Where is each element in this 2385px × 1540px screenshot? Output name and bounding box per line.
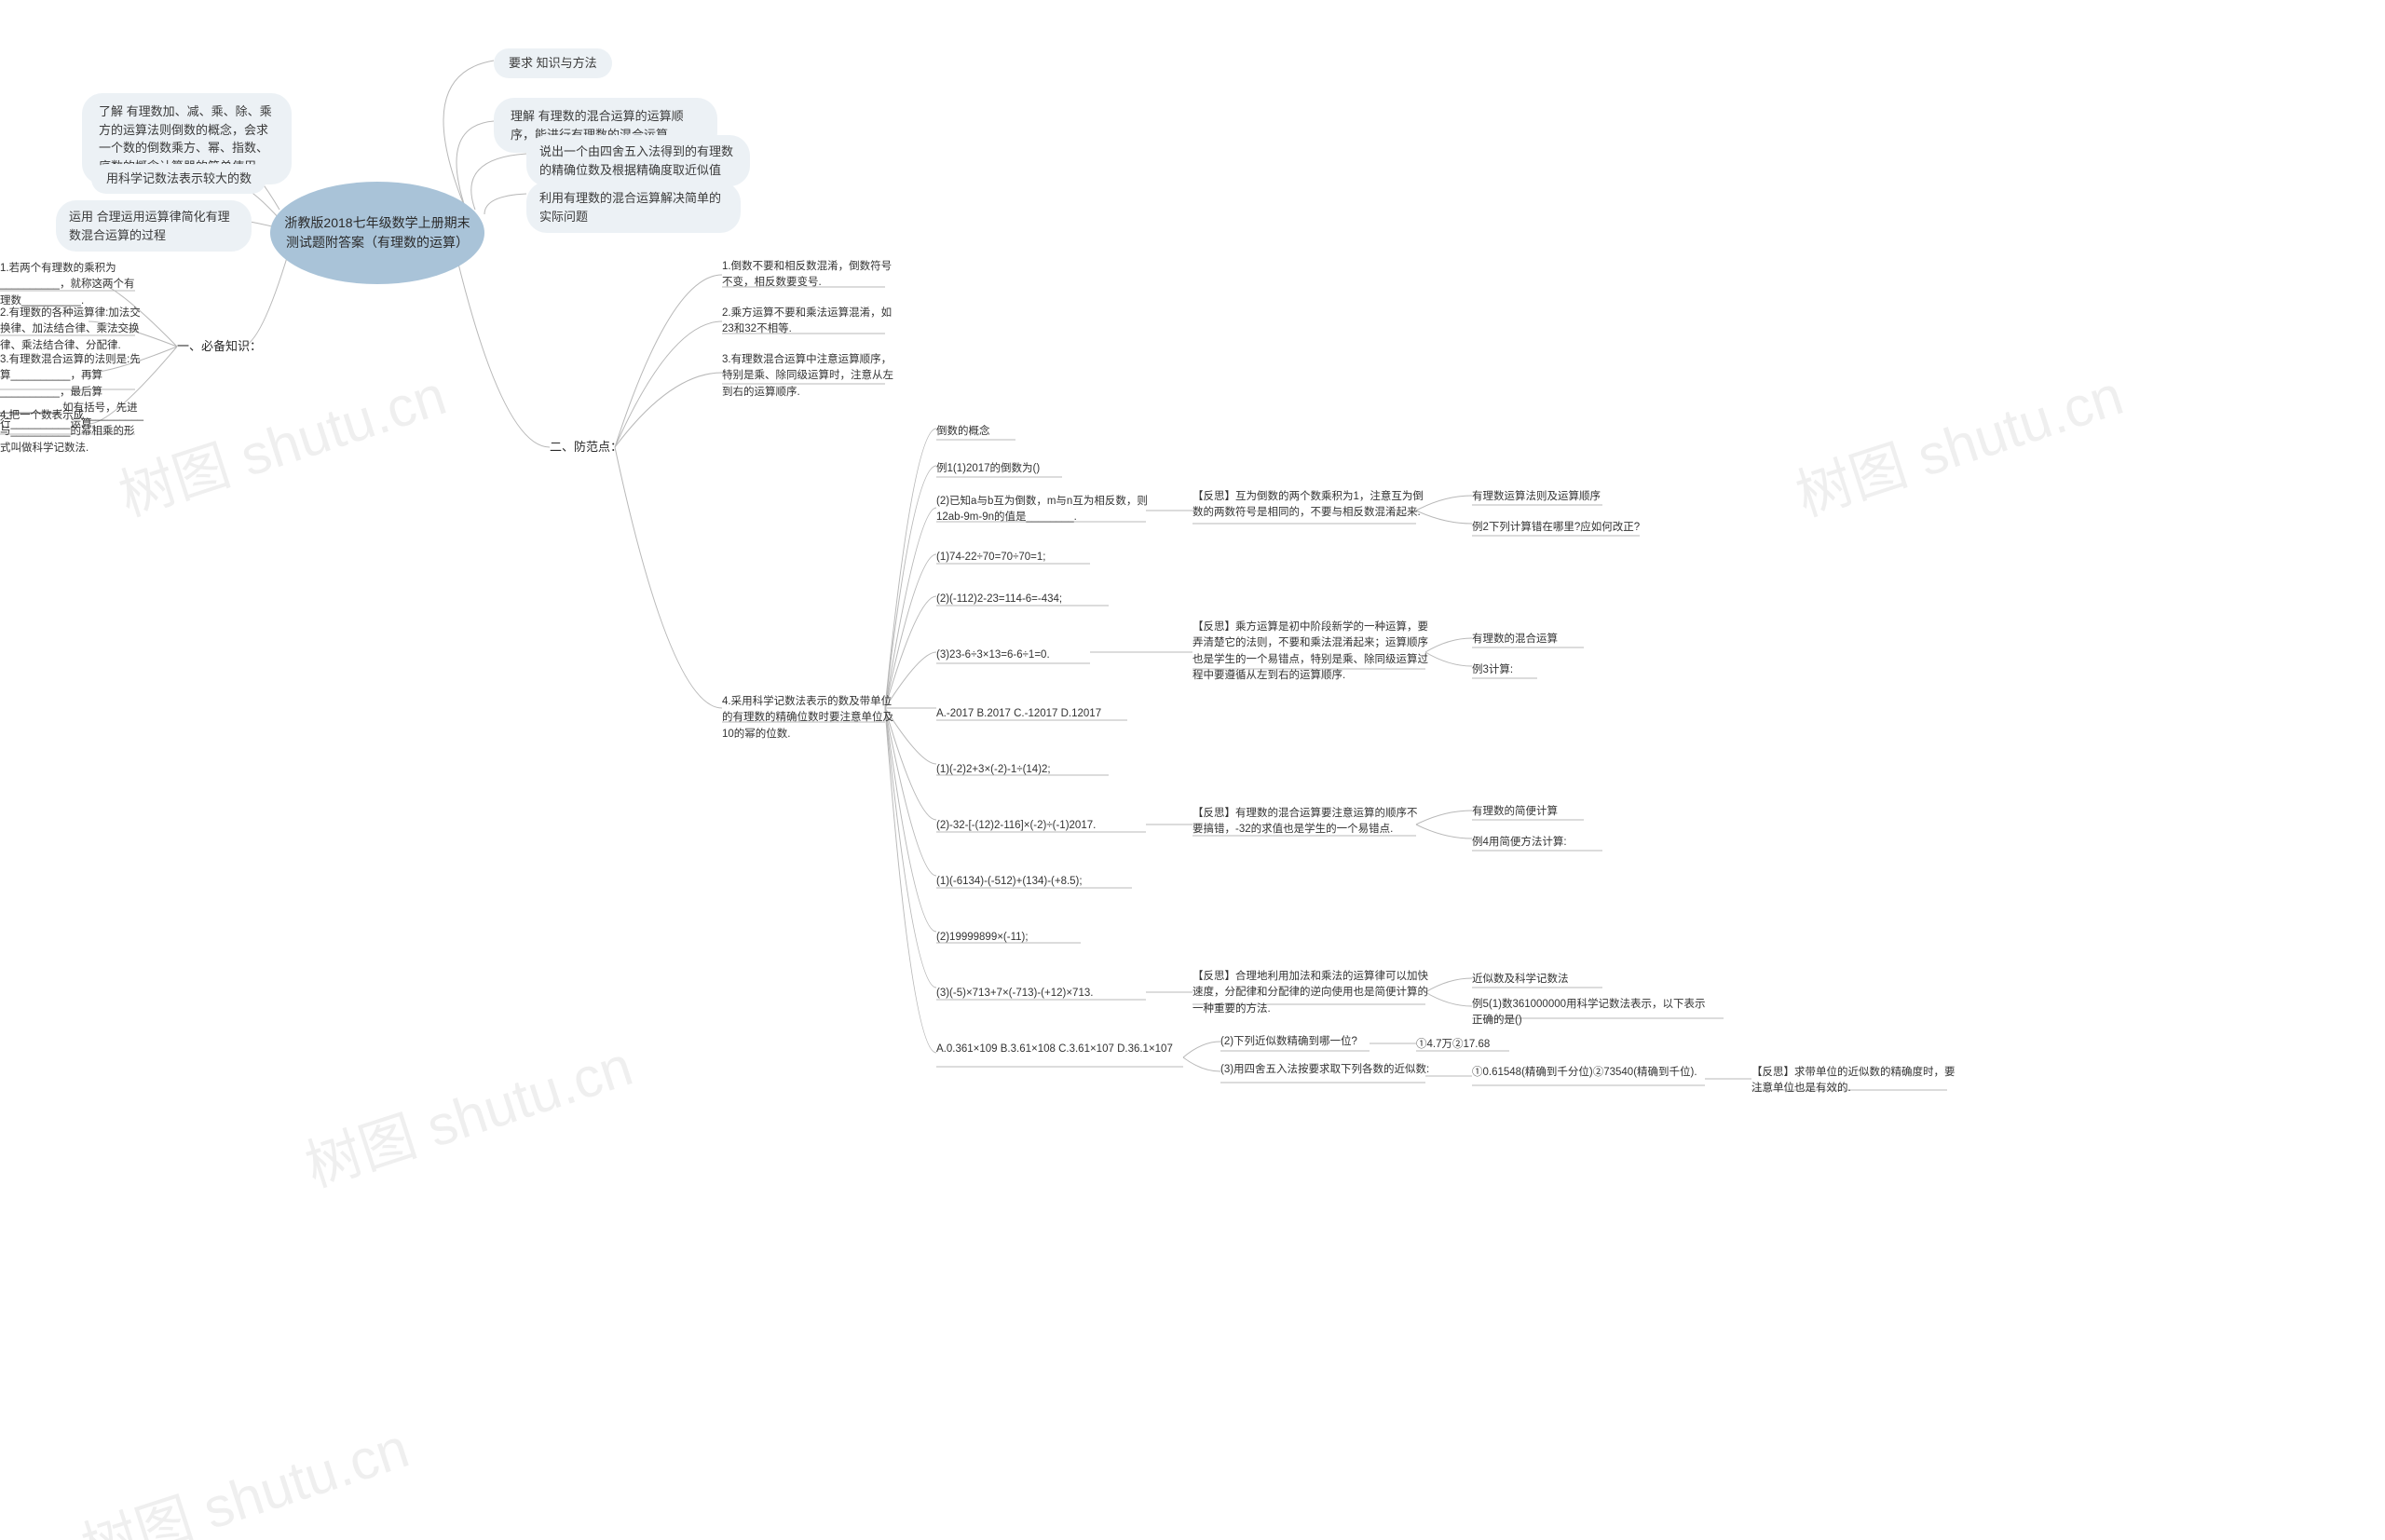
c3-a3c1: 有理数的混合运算	[1472, 632, 1558, 647]
c3-d2c: ①4.7万②17.68	[1416, 1037, 1490, 1053]
c3-c3c1: 近似数及科学记数法	[1472, 972, 1569, 988]
c1-q2: (2)已知a与b互为倒数，m与n互为相反数，则12ab-9m-9n的值是____…	[936, 494, 1155, 526]
prep-item-1: 1.若两个有理数的乘积为__________，就称这两个有理数_________…	[0, 261, 140, 309]
hub-guard: 二、防范点：	[550, 438, 622, 457]
center-node: 浙教版2018七年级数学上册期末测试题附答案（有理数的运算）	[270, 182, 484, 284]
watermark: 树图 shutu.cn	[1784, 350, 2132, 532]
c1-c2: (2)19999899×(-11);	[936, 930, 1029, 946]
c1-b2: (2)-32-[-(12)2-116]×(-2)÷(-1)2017.	[936, 818, 1096, 834]
guard-item-2: 2.乘方运算不要和乘法运算混淆，如23和32不相等.	[722, 306, 899, 338]
c2-q2ref: 【反思】互为倒数的两个数乘积为1，注意互为倒数的两数符号是相同的，不要与相反数混…	[1192, 489, 1425, 522]
c1-c3: (3)(-5)×713+7×(-713)-(+12)×713.	[936, 986, 1093, 1002]
c1-a1: (1)74-22÷70=70÷70=1;	[936, 550, 1046, 566]
pill-round: 说出一个由四舍五入法得到的有理数的精确位数及根据精确度取近似值	[526, 135, 750, 186]
guard-main-label: 4.采用科学记数法表示的数及带单位的有理数的精确位数时要注意单位及10的幂的位数…	[722, 694, 899, 743]
c2-b2ref: 【反思】有理数的混合运算要注意运算的顺序不要搞错，-32的求值也是学生的一个易错…	[1192, 806, 1425, 838]
hub-prep: 一、必备知识：	[177, 337, 262, 356]
c1-d: A.0.361×109 B.3.61×108 C.3.61×107 D.36.1…	[936, 1042, 1179, 1057]
c3-a3c2: 例3计算:	[1472, 662, 1513, 678]
c2-a3ref: 【反思】乘方运算是初中阶段新学的一种运算，要弄清楚它的法则，不要和乘法混淆起来；…	[1192, 620, 1435, 684]
watermark: 树图 shutu.cn	[293, 1021, 641, 1203]
prep-item-4: 4.把一个数表示成__________与__________的幂相乘的形式叫做科…	[0, 408, 144, 457]
watermark: 树图 shutu.cn	[70, 1403, 417, 1540]
c3-b2c2: 例4用简便方法计算:	[1472, 835, 1567, 851]
guard-item-3: 3.有理数混合运算中注意运算顺序，特别是乘、除同级运算时，注意从左到右的运算顺序…	[722, 352, 899, 401]
c3-d3c: ①0.61548(精确到千分位)②73540(精确到千位).	[1472, 1065, 1714, 1081]
c1-choices: A.-2017 B.2017 C.-12017 D.12017	[936, 706, 1101, 722]
c1-a3: (3)23-6÷3×13=6-6÷1=0.	[936, 647, 1050, 663]
guard-item-1: 1.倒数不要和相反数混淆，倒数符号不变，相反数要变号.	[722, 259, 899, 292]
pill-use: 运用 合理运用运算律简化有理数混合运算的过程	[56, 200, 252, 252]
prep-item-2: 2.有理数的各种运算律:加法交换律、加法结合律、乘法交换律、乘法结合律、分配律.	[0, 306, 144, 354]
c1-b1: (1)(-2)2+3×(-2)-1÷(14)2;	[936, 762, 1051, 778]
c2-d2: (2)下列近似数精确到哪一位?	[1220, 1034, 1357, 1050]
c2-c3ref: 【反思】合理地利用加法和乘法的运算律可以加快速度，分配律和分配律的逆向使用也是简…	[1192, 969, 1435, 1017]
c3-q2c2: 例2下列计算错在哪里?应如何改正?	[1472, 520, 1640, 536]
c1-c1: (1)(-6134)-(-512)+(134)-(+8.5);	[936, 874, 1083, 890]
c2-d3: (3)用四舍五入法按要求取下列各数的近似数:	[1220, 1062, 1435, 1078]
pill-requirement: 要求 知识与方法	[494, 48, 612, 78]
watermark: 树图 shutu.cn	[107, 350, 455, 532]
c3-d3ref: 【反思】求带单位的近似数的精确度时，要注意单位也是有效的.	[1751, 1065, 1956, 1097]
c3-q2c1: 有理数运算法则及运算顺序	[1472, 489, 1601, 505]
c1-concept: 倒数的概念	[936, 424, 990, 440]
c3-b2c1: 有理数的简便计算	[1472, 804, 1558, 820]
pill-sci: 用科学记数法表示较大的数	[91, 164, 266, 194]
c3-c3c2: 例5(1)数361000000用科学记数法表示，以下表示正确的是()	[1472, 997, 1714, 1029]
c1-a2: (2)(-112)2-23=114-6=-434;	[936, 592, 1062, 607]
c1-ex1: 例1(1)2017的倒数为()	[936, 461, 1040, 477]
center-title: 浙教版2018七年级数学上册期末测试题附答案（有理数的运算）	[281, 213, 473, 252]
pill-apply: 利用有理数的混合运算解决简单的实际问题	[526, 182, 741, 233]
